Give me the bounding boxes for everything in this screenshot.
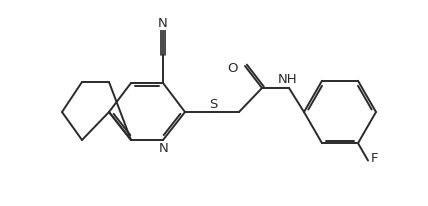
Text: S: S xyxy=(209,97,217,110)
Text: NH: NH xyxy=(278,73,298,85)
Text: N: N xyxy=(159,142,169,154)
Text: N: N xyxy=(158,16,168,29)
Text: O: O xyxy=(228,62,238,75)
Text: F: F xyxy=(371,152,379,165)
